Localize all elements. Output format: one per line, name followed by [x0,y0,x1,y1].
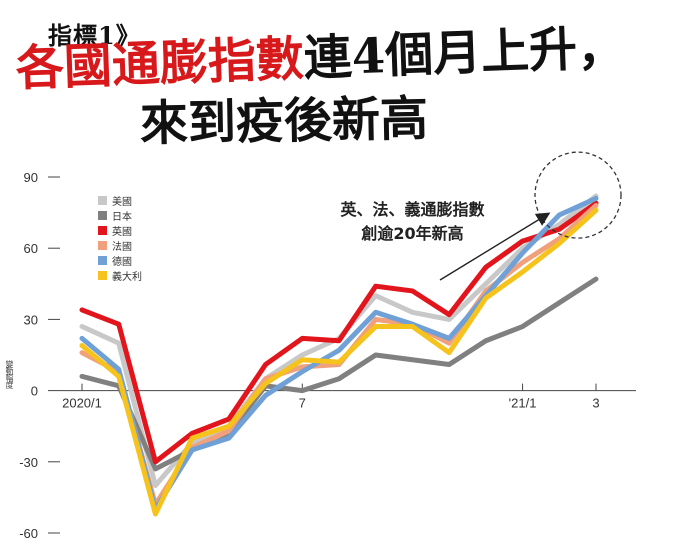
headline: 指標1》 各國通膨指數連4個月上升， 來到疫後新高 [0,0,695,160]
x-tick-label: 2020/1 [62,396,102,411]
x-tick-label: 3 [592,396,599,411]
y-tick-label: 30 [24,312,38,327]
x-tick-label: '21/1 [509,396,537,411]
kicker-label: 指標1》 [48,21,141,50]
legend-item: 美國 [98,193,142,208]
legend-label: 日本 [112,212,132,223]
annotation-arrow [439,212,551,281]
legend-swatch [98,271,107,280]
series-line-英國 [79,200,599,465]
legend-item: 日本 [98,208,142,223]
legend-label: 法國 [112,242,132,253]
chart-annotation: 英、法、義通膨指數 創逾20年新高 [300,198,525,246]
legend-label: 英國 [112,227,132,238]
y-tick-label: 60 [24,241,38,256]
legend-label: 美國 [112,197,132,208]
legend-item: 義大利 [98,268,142,283]
highlight-circle [534,151,622,239]
series-line-義大利 [79,207,599,517]
legend-item: 德國 [98,253,142,268]
x-tick-label: 7 [299,396,306,411]
chart-legend: 美國日本英國法國德國義大利 [98,193,142,283]
y-tick-label: -60 [19,526,38,541]
y-tick-label: 90 [24,170,38,185]
legend-swatch [98,226,107,235]
legend-swatch [98,196,107,205]
annotation-line2: 創逾20年新高 [361,224,464,243]
series-line-日本 [79,276,599,472]
legend-label: 德國 [112,257,132,268]
legend-label: 義大利 [112,272,142,283]
y-axis-label: 變動幅度 [5,360,14,388]
legend-item: 法國 [98,238,142,253]
y-tick-label: -30 [19,455,38,470]
y-tick-label: 0 [31,384,38,399]
legend-item: 英國 [98,223,142,238]
annotation-line1: 英、法、義通膨指數 [340,200,485,219]
legend-swatch [98,211,107,220]
legend-swatch [98,256,107,265]
legend-swatch [98,241,107,250]
